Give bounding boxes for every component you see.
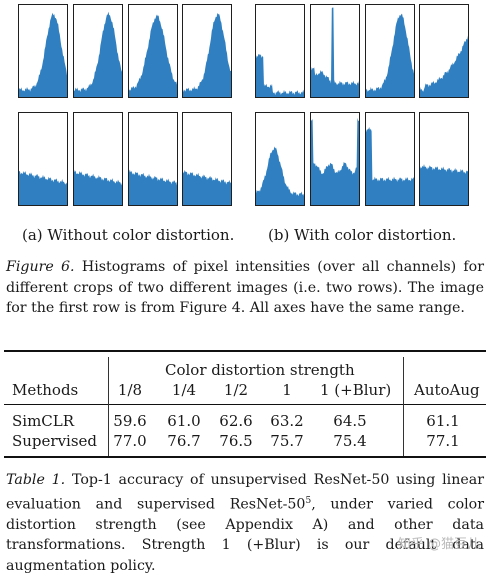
histogram-bars xyxy=(129,14,177,97)
histogram-bars xyxy=(74,169,122,205)
histogram-bars xyxy=(19,170,67,205)
table-cell: 75.7 xyxy=(270,432,304,450)
panel-a-caption: (a) Without color distortion. xyxy=(22,226,235,244)
histogram-panel xyxy=(182,112,232,206)
histogram-area xyxy=(183,12,231,97)
histogram-area xyxy=(256,146,304,205)
table-cell: 59.6 xyxy=(113,412,147,430)
table-cell: 64.5 xyxy=(333,412,367,430)
histogram-panel xyxy=(255,4,305,98)
row-method: Supervised xyxy=(12,432,98,450)
table-caption-footnote: 5 xyxy=(305,495,312,506)
histogram-panel xyxy=(419,112,469,206)
histogram-panel xyxy=(73,112,123,206)
histogram-area xyxy=(74,11,122,97)
histogram-area xyxy=(74,169,122,205)
histogram-panel xyxy=(182,4,232,98)
table-cell: 77.0 xyxy=(113,432,147,450)
histogram-panel xyxy=(128,4,178,98)
histogram-area xyxy=(129,14,177,97)
histogram-area xyxy=(183,169,231,205)
table-group-header: Color distortion strength xyxy=(165,361,355,379)
column-header: 1/8 xyxy=(117,381,143,399)
histogram-bars xyxy=(129,169,177,205)
histogram-area xyxy=(311,117,359,205)
figure-caption-label: Figure 6. xyxy=(6,259,75,275)
table-bottom-rule xyxy=(4,456,486,458)
table-cell: 76.5 xyxy=(219,432,253,450)
histogram-area xyxy=(129,169,177,205)
panel-b-caption: (b) With color distortion. xyxy=(268,226,457,244)
histogram-bars xyxy=(256,146,304,205)
methods-header: Methods xyxy=(12,381,79,399)
histogram-panel xyxy=(310,4,360,98)
column-header: 1/4 xyxy=(171,381,197,399)
histogram-panel xyxy=(255,112,305,206)
column-header: 1 xyxy=(282,381,292,399)
table-cell: 61.0 xyxy=(167,412,201,430)
histogram-panel xyxy=(419,4,469,98)
histogram-bars xyxy=(311,7,359,97)
histogram-bars xyxy=(183,12,231,97)
table-cell: 75.4 xyxy=(333,432,367,450)
histogram-panel xyxy=(18,4,68,98)
histogram-panel xyxy=(365,4,415,98)
histogram-area xyxy=(366,127,414,205)
table-divider xyxy=(108,357,109,456)
histogram-panel xyxy=(73,4,123,98)
histogram-area xyxy=(311,7,359,97)
table-caption-text: Top-1 accuracy of unsupervised ResNet-50… xyxy=(6,472,484,513)
histogram-area xyxy=(366,13,414,97)
histogram-bars xyxy=(366,13,414,97)
histogram-bars xyxy=(366,127,414,205)
table-top-rule xyxy=(4,350,486,352)
histogram-bars xyxy=(420,164,468,205)
histogram-area xyxy=(19,12,67,97)
histogram-bars xyxy=(19,12,67,97)
row-method: SimCLR xyxy=(12,412,75,430)
table-cell: 62.6 xyxy=(219,412,253,430)
table-caption: Table 1. Top-1 accuracy of unsupervised … xyxy=(6,470,484,576)
column-header: 1 (+Blur) xyxy=(320,381,392,399)
watermark: 知乎 @猫豆儿 xyxy=(397,537,480,552)
table-caption-label: Table 1. xyxy=(6,472,66,488)
figure-caption-text: Histograms of pixel intensities (over al… xyxy=(6,259,484,316)
column-header: 1/2 xyxy=(223,381,249,399)
table-cell: 77.1 xyxy=(426,432,460,450)
histogram-panel xyxy=(128,112,178,206)
column-header: AutoAug xyxy=(414,381,480,399)
table-cell: 61.1 xyxy=(426,412,460,430)
histogram-bars xyxy=(420,35,468,97)
histogram-area xyxy=(420,35,468,97)
histogram-panel xyxy=(18,112,68,206)
table-cell: 76.7 xyxy=(167,432,201,450)
histogram-bars xyxy=(74,11,122,97)
table-mid-rule xyxy=(4,404,486,405)
table-divider xyxy=(403,357,404,456)
histogram-panel xyxy=(310,112,360,206)
histogram-panel xyxy=(365,112,415,206)
figure-caption: Figure 6. Histograms of pixel intensitie… xyxy=(6,257,484,319)
histogram-bars xyxy=(311,117,359,205)
histogram-area xyxy=(420,164,468,205)
histogram-area xyxy=(19,170,67,205)
histogram-bars xyxy=(183,169,231,205)
histogram-bars xyxy=(256,54,304,97)
histogram-area xyxy=(256,54,304,97)
table-cell: 63.2 xyxy=(270,412,304,430)
